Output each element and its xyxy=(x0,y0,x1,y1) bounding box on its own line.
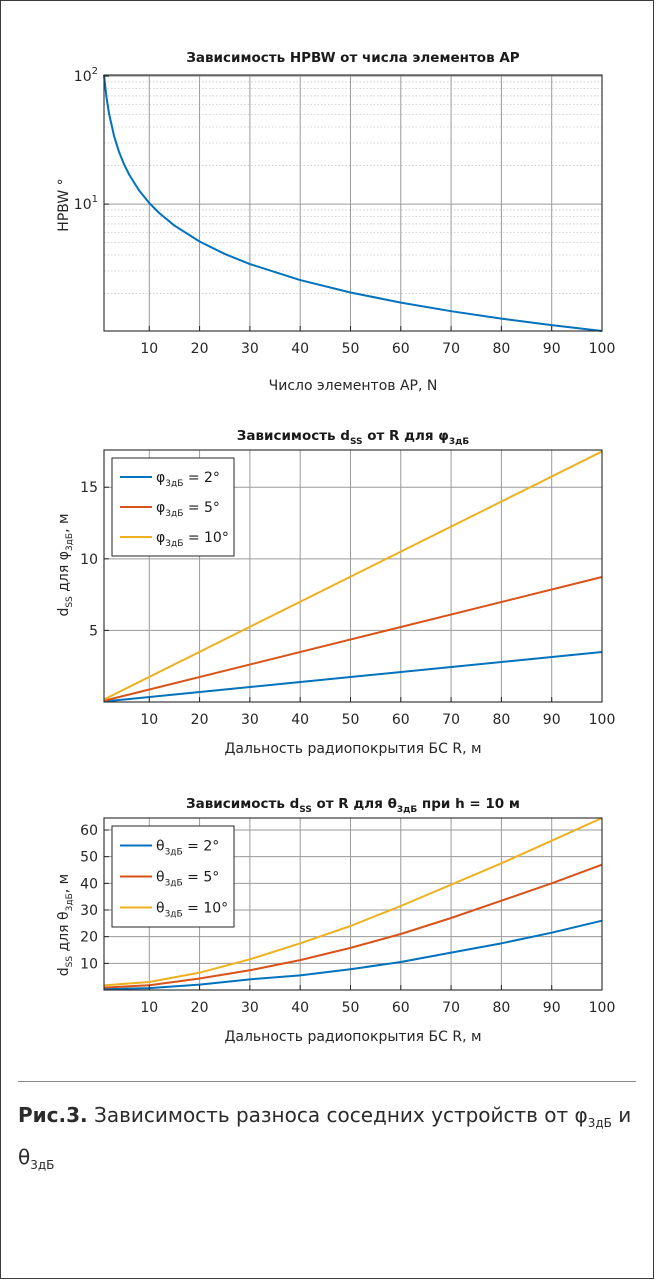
x-tick-label: 40 xyxy=(291,1000,309,1016)
y-tick-label: 30 xyxy=(80,903,98,919)
y-tick-label: 50 xyxy=(80,850,98,866)
chart2-ylabel: dSS для φ3дБ, м xyxy=(56,513,75,616)
chart3-title: Зависимость dSS от R для θ3дБ при h = 10… xyxy=(186,796,520,815)
x-tick-label: 70 xyxy=(442,1000,460,1016)
x-tick-label: 20 xyxy=(191,1000,209,1016)
series-line xyxy=(103,863,603,989)
axes-frame xyxy=(103,74,603,332)
x-tick-label: 90 xyxy=(543,341,561,357)
x-tick-label: 30 xyxy=(241,341,259,357)
axes-frame xyxy=(103,817,603,991)
chart2-title: Зависимость dSS от R для φ3дБ xyxy=(237,428,470,447)
x-tick-label: 100 xyxy=(589,712,616,728)
legend-entry: θ3дБ = 5° xyxy=(156,870,219,889)
x-tick-label: 90 xyxy=(543,1000,561,1016)
y-tick-label: 10 xyxy=(80,956,98,972)
y-tick-label: 5 xyxy=(89,623,98,639)
chart-hpbw: Зависимость HPBW от числа элементов АР 1… xyxy=(56,50,615,394)
series-line xyxy=(103,576,603,702)
x-tick-label: 10 xyxy=(140,341,158,357)
chart1-ylabel: HPBW ° xyxy=(56,178,72,231)
x-tick-label: 30 xyxy=(241,712,259,728)
series-line xyxy=(103,651,603,703)
x-tick-label: 80 xyxy=(492,1000,510,1016)
x-tick-label: 10 xyxy=(140,712,158,728)
chart-dss-theta: Зависимость dSS от R для θ3дБ при h = 10… xyxy=(56,796,615,1045)
caption-label: Рис.3. xyxy=(18,1103,88,1127)
y-tick-label: 101 xyxy=(74,194,98,213)
x-tick-label: 60 xyxy=(392,712,410,728)
y-tick-label: 20 xyxy=(80,930,98,946)
x-tick-label: 100 xyxy=(589,1000,616,1016)
chart1-xlabel: Число элементов АР, N xyxy=(269,378,438,394)
chart2-xlabel: Дальность радиопокрытия БС R, м xyxy=(224,741,481,757)
legend-entry: θ3дБ = 2° xyxy=(156,839,219,858)
x-tick-label: 40 xyxy=(291,341,309,357)
series-line xyxy=(103,450,603,701)
x-tick-label: 10 xyxy=(140,1000,158,1016)
caption-text: Зависимость разноса соседних устройств о… xyxy=(87,1103,588,1127)
chart1-title: Зависимость HPBW от числа элементов АР xyxy=(186,50,519,66)
y-tick-label: 15 xyxy=(80,480,98,496)
legend-entry: θ3дБ = 10° xyxy=(156,901,228,920)
caption-divider xyxy=(18,1081,636,1082)
legend-entry: φ3дБ = 2° xyxy=(156,470,220,489)
x-tick-label: 50 xyxy=(342,1000,360,1016)
x-tick-label: 100 xyxy=(589,341,616,357)
x-tick-label: 70 xyxy=(442,341,460,357)
x-tick-label: 30 xyxy=(241,1000,259,1016)
x-tick-label: 60 xyxy=(392,341,410,357)
plot-area xyxy=(104,75,602,331)
x-tick-label: 70 xyxy=(442,712,460,728)
y-tick-label: 40 xyxy=(80,876,98,892)
axes-frame xyxy=(103,449,603,703)
x-tick-label: 60 xyxy=(392,1000,410,1016)
x-tick-label: 50 xyxy=(342,341,360,357)
chart3-ylabel: dSS для θ3дБ, м xyxy=(56,874,75,976)
x-tick-label: 40 xyxy=(291,712,309,728)
x-tick-label: 20 xyxy=(191,712,209,728)
x-tick-label: 80 xyxy=(492,341,510,357)
chart-dss-phi: Зависимость dSS от R для φ3дБ 10 20 30 40 50… xyxy=(56,428,615,757)
legend-entry: φ3дБ = 10° xyxy=(156,530,229,549)
chart3-xlabel: Дальность радиопокрытия БС R, м xyxy=(224,1029,481,1045)
series-line xyxy=(103,74,603,332)
figure-caption: Рис.3. Зависимость разноса соседних устр… xyxy=(18,1103,632,1172)
series-line xyxy=(103,919,603,991)
x-tick-label: 90 xyxy=(543,712,561,728)
legend-entry: φ3дБ = 5° xyxy=(156,500,220,519)
series-line xyxy=(103,817,603,987)
y-tick-label: 60 xyxy=(80,823,98,839)
y-tick-label: 102 xyxy=(74,66,98,85)
y-tick-label: 10 xyxy=(80,552,98,568)
x-tick-label: 20 xyxy=(191,341,209,357)
x-tick-label: 80 xyxy=(492,712,510,728)
x-tick-label: 50 xyxy=(342,712,360,728)
